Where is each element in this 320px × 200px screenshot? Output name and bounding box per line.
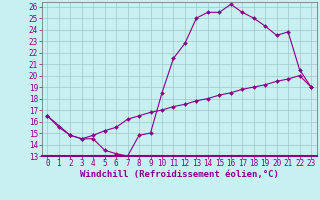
X-axis label: Windchill (Refroidissement éolien,°C): Windchill (Refroidissement éolien,°C) xyxy=(80,170,279,179)
